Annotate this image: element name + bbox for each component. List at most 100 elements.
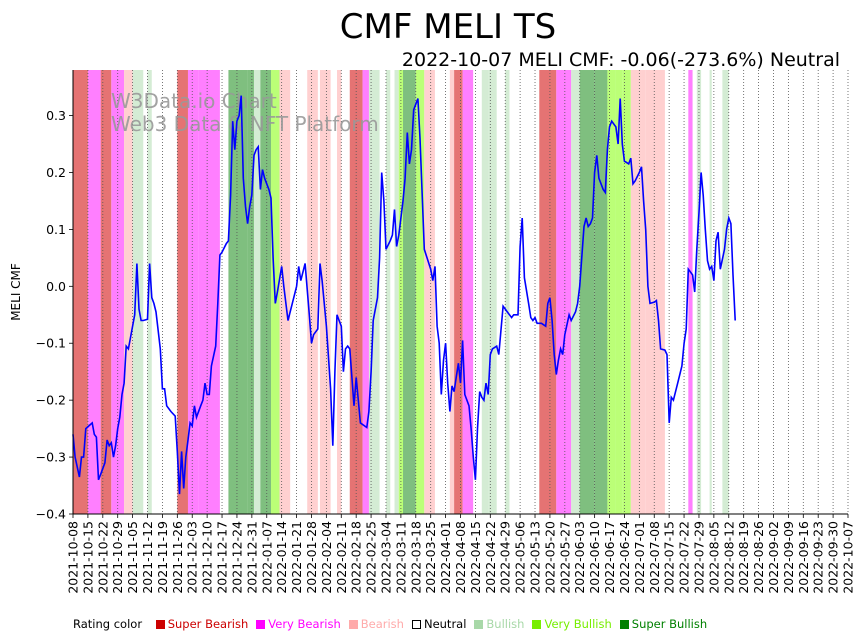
y-tick-label: 0.3 (46, 108, 66, 123)
legend-item-label: Bullish (486, 617, 525, 631)
rating-band-bullish (709, 70, 712, 514)
y-tick-label: −0.1 (36, 336, 66, 351)
rating-band-bearish (641, 70, 646, 514)
legend-item: Neutral (411, 617, 467, 631)
x-tick-label: 2021-11-19 (155, 521, 170, 594)
x-tick-label: 2021-12-24 (229, 521, 244, 594)
rating-band-very_bearish (198, 70, 220, 514)
x-tick-label: 2022-07-08 (647, 521, 662, 594)
x-tick-label: 2022-01-28 (304, 521, 319, 594)
x-tick-label: 2021-11-12 (140, 521, 155, 594)
legend-item-label: Super Bullish (631, 617, 708, 631)
rating-legend: Rating color Super Bearish Very Bearish Be… (73, 617, 715, 631)
rating-band-bullish (147, 70, 152, 514)
y-tick-label: 0.0 (46, 279, 66, 294)
x-axis-ticks: 2021-10-08 2021-10-15 2021-10-22 2021-10-29… (66, 514, 856, 594)
rating-band-neutral (441, 70, 448, 514)
rating-band-very_bearish (556, 70, 572, 514)
legend-item-label: Neutral (423, 617, 467, 631)
rating-band-bearish (319, 70, 331, 514)
rating-band-bearish (337, 70, 342, 514)
x-tick-label: 2022-03-04 (378, 521, 393, 594)
y-axis-ticks: −0.4 −0.3 −0.2 −0.1 0.0 0.1 0.2 0.3 (36, 108, 73, 522)
rating-band-bearish (424, 70, 435, 514)
rating-band-super_bearish (454, 70, 463, 514)
x-tick-label: 2021-10-08 (66, 521, 81, 594)
rating-band-bullish (385, 70, 391, 514)
y-tick-label: 0.2 (46, 165, 66, 180)
legend-item: Very Bullish (532, 617, 612, 631)
x-tick-label: 2021-12-17 (215, 521, 230, 594)
legend-item: Super Bearish (155, 617, 248, 631)
rating-band-very_bullish (607, 70, 616, 514)
x-tick-label: 2022-08-05 (706, 521, 721, 594)
rating-band-very_bullish (615, 70, 623, 514)
rating-band-very_bullish (622, 70, 631, 514)
x-tick-label: 2022-06-24 (617, 521, 632, 594)
x-tick-label: 2022-08-26 (751, 521, 766, 594)
watermark-line-2: Web3 Data & NFT Platform (111, 112, 379, 136)
x-tick-label: 2022-06-03 (572, 521, 587, 594)
x-tick-label: 2022-07-01 (632, 521, 647, 594)
rating-band-super_bearish (177, 70, 188, 514)
legend-item: Super Bullish (619, 617, 708, 631)
legend-swatch (411, 620, 421, 629)
rating-band-bearish (658, 70, 665, 514)
x-tick-label: 2021-10-29 (110, 521, 125, 594)
x-tick-label: 2022-05-06 (513, 521, 528, 594)
x-tick-label: 2022-08-12 (721, 521, 736, 594)
rating-band-super_bullish (594, 70, 608, 514)
x-tick-label: 2022-04-22 (483, 521, 498, 594)
x-tick-label: 2022-05-27 (557, 521, 572, 594)
rating-band-bullish (481, 70, 489, 514)
y-tick-label: 0.1 (46, 222, 66, 237)
legend-item-label: Bearish (360, 617, 404, 631)
rating-band-very_bearish (362, 70, 369, 514)
watermark: W3Data.io Chart Web3 Data & NFT Platform (111, 89, 379, 136)
x-tick-label: 2021-12-03 (185, 521, 200, 594)
rating-band-very_bearish (87, 70, 101, 514)
watermark-line-1: W3Data.io Chart (111, 89, 277, 113)
grid-lines (72, 70, 849, 514)
rating-band-very_bearish (187, 70, 199, 514)
x-tick-label: 2022-02-11 (334, 521, 349, 594)
rating-band-super_bullish (228, 70, 248, 514)
x-tick-label: 2022-09-09 (781, 521, 796, 594)
legend-label: Rating color (73, 617, 143, 631)
cmf-series-line (72, 95, 736, 495)
legend-swatch (532, 620, 542, 629)
x-tick-label: 2021-10-15 (80, 521, 95, 594)
rating-band-bullish (488, 70, 497, 514)
x-tick-label: 2022-01-14 (274, 521, 289, 594)
rating-band-bearish (449, 70, 455, 514)
x-tick-label: 2022-04-01 (438, 521, 453, 594)
x-tick-label: 2022-03-11 (393, 521, 408, 594)
x-tick-label: 2021-11-26 (170, 521, 185, 594)
rating-band-super_bearish (539, 70, 557, 514)
rating-band-super_bullish (260, 70, 272, 514)
rating-band-bullish (394, 70, 399, 514)
rating-band-neutral (162, 70, 169, 514)
y-tick-label: −0.3 (36, 450, 66, 465)
rating-band-very_bullish (415, 70, 425, 514)
legend-item-label: Very Bearish (268, 617, 341, 631)
x-tick-label: 2022-08-19 (736, 521, 751, 594)
rating-band-bullish (253, 70, 261, 514)
legend-item: Bearish (348, 617, 404, 631)
rating-band-bearish (124, 70, 133, 514)
legend-item: Bullish (474, 617, 524, 631)
legend-swatch (348, 620, 358, 629)
x-tick-label: 2022-09-30 (826, 521, 841, 594)
legend-swatch (256, 620, 266, 629)
x-tick-label: 2022-07-15 (662, 521, 677, 594)
x-tick-label: 2022-02-04 (319, 521, 334, 594)
x-tick-label: 2021-12-31 (244, 521, 259, 594)
x-tick-label: 2022-06-10 (587, 521, 602, 594)
rating-band-bullish (505, 70, 510, 514)
chart-title: CMF MELI TS (340, 7, 556, 47)
rating-band-bullish (722, 70, 729, 514)
x-tick-label: 2021-10-22 (95, 521, 110, 594)
x-tick-label: 2022-03-18 (408, 521, 423, 594)
x-tick-label: 2022-05-13 (528, 521, 543, 594)
